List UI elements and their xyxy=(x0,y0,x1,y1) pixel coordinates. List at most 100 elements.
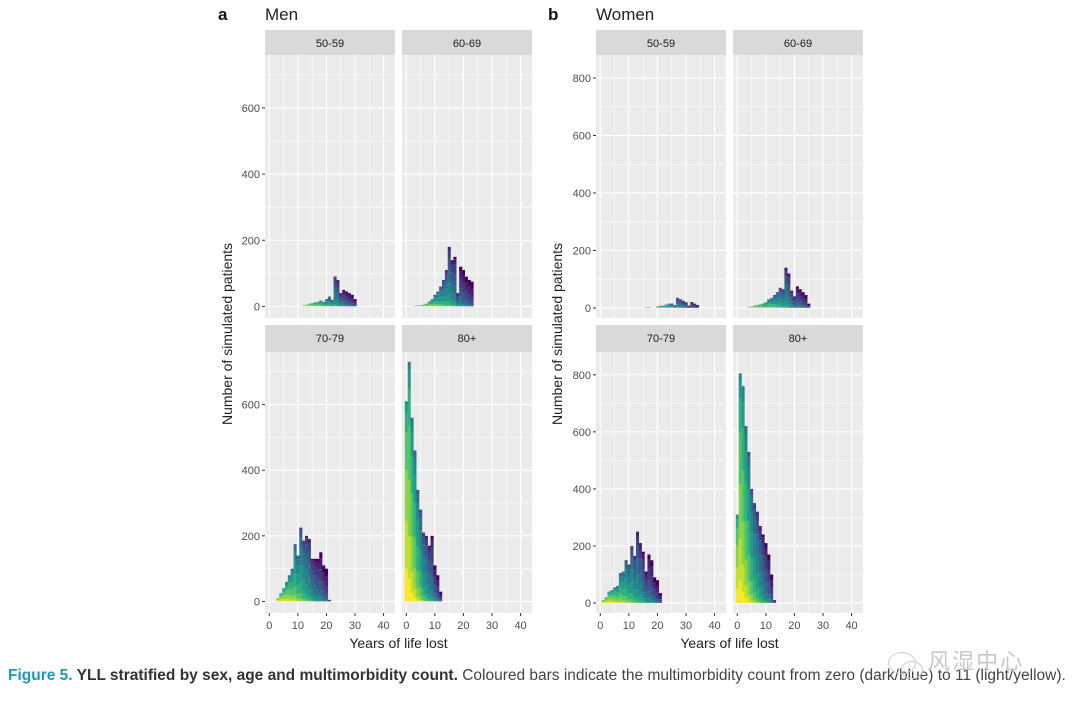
x-tick-label: 40 xyxy=(377,620,389,632)
histogram-bar-segment xyxy=(287,583,291,590)
histogram-bar-segment xyxy=(778,297,782,302)
histogram-bar-segment xyxy=(416,600,420,602)
histogram-bar-segment xyxy=(316,596,320,600)
histogram-bar-segment xyxy=(770,304,774,307)
histogram-bar-segment xyxy=(753,306,757,307)
histogram-bar-segment xyxy=(410,422,414,433)
histogram-bar-segment xyxy=(439,286,443,288)
histogram-bar-segment xyxy=(307,540,311,544)
x-tick-label: 0 xyxy=(597,620,603,632)
histogram-bar-segment xyxy=(470,297,474,303)
histogram-bar-segment xyxy=(636,536,640,545)
histogram-bar-segment xyxy=(299,582,303,594)
histogram-bar-segment xyxy=(293,561,297,575)
histogram-bar-segment xyxy=(795,288,799,294)
histogram-bar-segment xyxy=(442,282,446,286)
histogram-bar-segment xyxy=(464,276,468,283)
histogram-bar-segment xyxy=(436,600,440,602)
histogram-bar-segment xyxy=(793,301,797,305)
histogram-bar-segment xyxy=(610,592,614,596)
histogram-bar-segment xyxy=(676,306,680,308)
histogram-bar-segment xyxy=(641,559,645,570)
x-tick-label: 0 xyxy=(266,620,272,632)
histogram-bar-segment xyxy=(310,304,314,306)
histogram-bar-segment xyxy=(293,574,297,587)
histogram-bar-segment xyxy=(310,563,314,571)
histogram-bar-segment xyxy=(658,596,662,600)
histogram-bar-segment xyxy=(773,301,777,305)
histogram-bar-segment xyxy=(339,301,343,304)
histogram-bar-segment xyxy=(285,583,289,587)
y-tick-label: 600 xyxy=(242,400,260,412)
histogram-bar-segment xyxy=(755,574,759,590)
histogram-bar-segment xyxy=(650,600,654,603)
histogram-bar-segment xyxy=(287,600,291,602)
histogram-bar-segment xyxy=(750,497,754,511)
histogram-bar-segment xyxy=(755,534,759,554)
histogram-bar-segment xyxy=(424,304,428,306)
histogram-bar-segment xyxy=(333,301,337,305)
histogram-bar-segment xyxy=(750,600,754,603)
histogram-bar-segment xyxy=(804,305,808,307)
facet-strip-label: 80+ xyxy=(789,333,808,345)
histogram-bar-segment xyxy=(282,589,286,591)
histogram-bar-segment xyxy=(336,299,340,304)
x-tick-label: 20 xyxy=(651,620,663,632)
histogram-bar-segment xyxy=(784,307,788,308)
histogram-bar-segment xyxy=(350,294,354,298)
histogram-bar-segment xyxy=(319,302,323,304)
histogram-bar-segment xyxy=(738,484,742,539)
histogram-bar-segment xyxy=(678,299,682,301)
histogram-bar-segment xyxy=(650,576,654,588)
histogram-bar-segment xyxy=(641,601,645,603)
histogram-bar-segment xyxy=(747,456,751,468)
histogram-bar-segment xyxy=(767,601,771,603)
histogram-bar-segment xyxy=(299,598,303,601)
histogram-bar-segment xyxy=(667,305,671,307)
histogram-bar-segment xyxy=(322,302,326,304)
histogram-bar-segment xyxy=(447,246,451,248)
histogram-bar-segment xyxy=(416,570,420,589)
y-tick-label: 600 xyxy=(242,103,260,115)
histogram-bar-segment xyxy=(413,537,417,569)
histogram-bar-segment xyxy=(778,288,782,290)
histogram-bar-segment xyxy=(439,287,443,290)
histogram-bar-segment xyxy=(459,302,463,306)
histogram-bar-segment xyxy=(410,571,414,593)
histogram-bar-segment xyxy=(784,268,788,272)
histogram-bar-segment xyxy=(470,305,474,307)
histogram-bar-segment xyxy=(296,556,300,560)
facet-50-59: 50-59 0 200 400 600 xyxy=(242,30,395,318)
histogram-bar-segment xyxy=(650,595,654,601)
histogram-bar-segment xyxy=(681,302,685,304)
histogram-bar-segment xyxy=(410,432,414,457)
histogram-bar-segment xyxy=(305,599,309,601)
histogram-bar-segment xyxy=(633,557,637,562)
histogram-bar-segment xyxy=(276,599,280,601)
histogram-bar-segment xyxy=(676,299,680,302)
histogram-bar-segment xyxy=(316,304,320,306)
histogram-bar-segment xyxy=(327,302,331,305)
histogram-bar-segment xyxy=(750,558,754,582)
histogram-bar-segment xyxy=(758,588,762,598)
histogram-bar-segment xyxy=(770,599,774,602)
histogram-bar-segment xyxy=(653,582,657,590)
histogram-bar-segment xyxy=(339,293,343,294)
histogram-bar-segment xyxy=(313,302,317,304)
histogram-bar-segment xyxy=(436,294,440,298)
histogram-bar-segment xyxy=(413,588,417,599)
histogram-bar-segment xyxy=(422,596,426,601)
histogram-bar-segment xyxy=(287,578,291,584)
histogram-bar-segment xyxy=(339,305,343,307)
histogram-bar-segment xyxy=(696,306,700,308)
histogram-bar-segment xyxy=(798,292,802,297)
histogram-bar-segment xyxy=(442,296,446,302)
histogram-bar-segment xyxy=(767,305,771,308)
histogram-bar-segment xyxy=(439,591,443,595)
histogram-bar-segment xyxy=(747,452,751,457)
histogram-bar-segment xyxy=(299,549,303,567)
histogram-bar-segment xyxy=(427,584,431,594)
histogram-bar-segment xyxy=(299,528,303,531)
histogram-bar-segment xyxy=(641,598,645,602)
histogram-bar-segment xyxy=(464,302,468,306)
